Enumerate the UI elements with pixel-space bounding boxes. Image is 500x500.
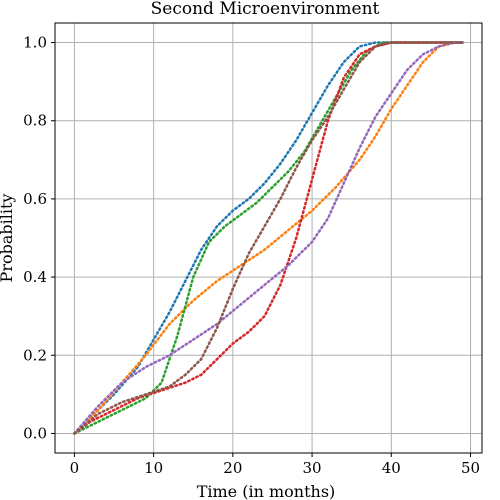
y-tick-label: 0.4: [23, 268, 47, 286]
series-line-1: [73, 41, 464, 435]
x-axis-ticks: 0 10 20 30 40 50: [70, 453, 480, 477]
x-tick-label: 30: [303, 459, 322, 477]
x-tick-label: 0: [70, 459, 80, 477]
x-tick-label: 10: [144, 459, 163, 477]
x-axis-label: Time (in months): [197, 482, 336, 500]
series-line-6: [73, 41, 464, 435]
x-tick-label: 50: [461, 459, 480, 477]
y-tick-label: 0.8: [23, 112, 47, 130]
y-axis-label: Probability: [0, 194, 16, 283]
y-tick-label: 1.0: [23, 34, 47, 52]
y-tick-label: 0.2: [23, 346, 47, 364]
plot-frame: [54, 22, 483, 454]
series-line-5: [73, 41, 464, 435]
x-tick-label: 20: [223, 459, 242, 477]
x-tick-label: 40: [382, 459, 401, 477]
y-axis-ticks: 0.0 0.2 0.4 0.6 0.8 1.0: [23, 34, 55, 442]
series-layer: [73, 41, 464, 435]
y-tick-label: 0.6: [23, 190, 47, 208]
chart-title: Second Microenvironment: [151, 0, 380, 19]
y-tick-label: 0.0: [23, 424, 47, 442]
grid: [55, 23, 482, 453]
